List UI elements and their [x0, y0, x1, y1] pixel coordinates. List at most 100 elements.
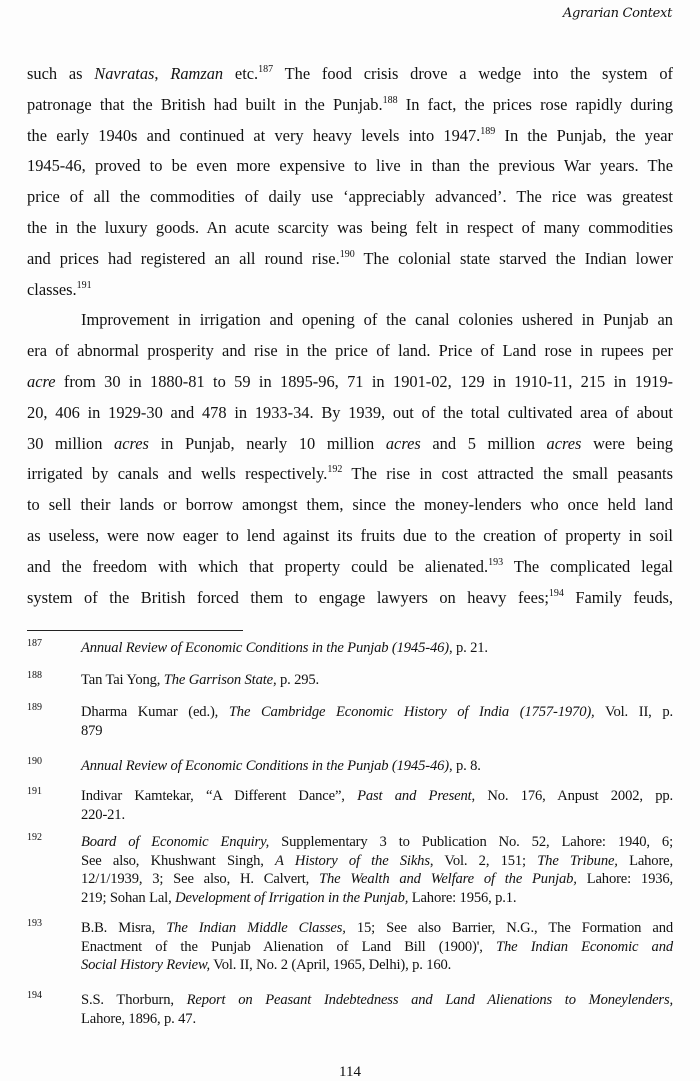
text-run: were being — [581, 433, 673, 453]
text-run: as useless, were now eager to lend again… — [27, 526, 673, 545]
body-line: price of all the commodities of daily us… — [27, 187, 673, 207]
page-number: 114 — [339, 1064, 361, 1080]
footnote-ref: 193 — [488, 556, 504, 568]
text-run: , p. 8. — [448, 758, 481, 774]
text-run: Family feuds, — [563, 587, 673, 607]
text-run: system of the British forced them to eng… — [27, 587, 549, 607]
body-line: Improvement in irrigation and opening of… — [81, 310, 673, 330]
footnote-line: Indivar Kamtekar, “A Different Dance”, P… — [81, 787, 673, 805]
footnote-line: Lahore, 1896, p. 47. — [81, 1010, 673, 1028]
body-line: as useless, were now eager to lend again… — [27, 526, 673, 546]
footnote-number: 192 — [27, 832, 42, 843]
text-run: and the freedom with which that property… — [27, 556, 489, 576]
text-run: The Cambridge Economic History of India … — [228, 704, 595, 720]
text-run: Board of Economic Enquiry, — [81, 834, 270, 850]
text-run: The Tribune, — [537, 852, 618, 869]
text-run: 1945-46, proved to be even more expensiv… — [27, 156, 673, 176]
text-run: Social History Review, — [81, 957, 210, 973]
text-run: The rise in cost attracted the small pea… — [342, 464, 673, 484]
body-line: era of abnormal prosperity and rise in t… — [27, 341, 673, 361]
text-run: 220-21. — [81, 806, 125, 823]
footnote-number: 190 — [27, 756, 42, 767]
footnote-line: Enactment of the Punjab Alienation of La… — [81, 938, 673, 956]
text-run: The food crisis drove a wedge into the s… — [273, 64, 673, 83]
text-run: irrigated by canals and wells respective… — [27, 464, 328, 484]
text-run: era of abnormal prosperity and rise in t… — [27, 341, 673, 361]
footnote-line: Social History Review, Vol. II, No. 2 (A… — [81, 956, 673, 974]
footnote-number: 193 — [27, 918, 42, 929]
text-run: Past and Present — [357, 788, 472, 804]
footnote-number: 188 — [27, 670, 42, 681]
footnote-ref: 190 — [339, 248, 355, 260]
body-line: the early 1940s and continued at very he… — [27, 126, 673, 146]
body-line: and the freedom with which that property… — [27, 557, 673, 577]
footnote-line: Dharma Kumar (ed.), The Cambridge Econom… — [81, 703, 673, 721]
text-run: Report on Peasant Indebtedness and Land … — [186, 992, 674, 1008]
text-run: The colonial state starved the Indian lo… — [354, 248, 673, 268]
text-run: , Vol. 2, 151; — [429, 852, 538, 869]
body-line: 1945-46, proved to be even more expensiv… — [27, 156, 673, 176]
body-line: to sell their lands or borrow amongst th… — [27, 495, 673, 515]
body-line: acre from 30 in 1880-81 to 59 in 1895-96… — [27, 372, 673, 392]
text-run: the early 1940s and continued at very he… — [27, 125, 481, 145]
text-run: Dharma Kumar (ed.), — [81, 704, 229, 720]
body-line: 30 million acres in Punjab, nearly 10 mi… — [27, 434, 673, 454]
text-run: Annual Review of Economic Conditions in … — [81, 640, 449, 656]
footnote-line: Board of Economic Enquiry, Supplementary… — [81, 833, 673, 851]
footnote-ref: 192 — [327, 464, 343, 476]
text-run: patronage that the British had built in … — [27, 94, 383, 114]
footnote-line: See also, Khushwant Singh, A History of … — [81, 852, 673, 870]
text-run: The Indian Economic and — [496, 938, 673, 955]
footnote-ref: 188 — [382, 94, 398, 106]
text-run: The Wealth and Welfare of the Punjab, — [319, 871, 577, 887]
text-run: Lahore, — [617, 852, 673, 869]
text-run: 15; See also Barrier, N.G., The Formatio… — [345, 920, 673, 936]
footnote-line: B.B. Misra, The Indian Middle Classes, 1… — [81, 919, 673, 937]
text-run: Development of Irrigation in the Punjab, — [175, 889, 409, 906]
text-run: Enactment of the Punjab Alienation of La… — [81, 938, 496, 955]
body-line: and prices had registered an all round r… — [27, 249, 673, 269]
text-run: acres — [385, 433, 421, 453]
footnote-line: 12/1/1939, 3; See also, H. Calvert, The … — [81, 870, 673, 888]
footnote-line: 879 — [81, 722, 673, 740]
text-run: The Indian Middle Classes, — [166, 920, 346, 936]
footnote-line: Annual Review of Economic Conditions in … — [81, 639, 673, 657]
text-run: , p. 21. — [448, 640, 488, 656]
text-run: etc. — [223, 64, 259, 83]
footnote-ref: 187 — [258, 64, 274, 75]
text-run: 30 million — [27, 433, 115, 453]
footnote-divider — [27, 630, 243, 631]
text-run: 879 — [81, 722, 103, 739]
footnote-ref: 189 — [480, 125, 496, 137]
footnote-number: 191 — [27, 786, 42, 797]
text-run: The complicated legal — [503, 556, 673, 576]
text-run: The Garrison State — [163, 672, 273, 688]
text-run: Supplementary 3 to Publication No. 52, L… — [269, 834, 673, 850]
footnote-number: 194 — [27, 990, 42, 1001]
footnote-line: 219; Sohan Lal, Development of Irrigatio… — [81, 889, 673, 907]
text-run: from 30 in 1880-81 to 59 in 1895-96, 71 … — [55, 372, 673, 391]
text-run: Navratas — [94, 64, 155, 83]
text-run: Vol. II, No. 2 (April, 1965, Delhi), p. … — [209, 957, 452, 973]
text-run: to sell their lands or borrow amongst th… — [27, 495, 673, 515]
footnote-line: 220-21. — [81, 806, 673, 824]
text-run: , p. 295. — [272, 672, 320, 688]
text-run: A History of the Sikhs — [275, 852, 430, 869]
text-run: and prices had registered an all round r… — [27, 248, 340, 268]
body-line: such as Navratas, Ramzan etc.187 The foo… — [27, 64, 673, 84]
text-run: the in the luxury goods. An acute scarci… — [27, 218, 673, 237]
text-run: Tan Tai Yong, — [81, 672, 164, 688]
footnote-line: S.S. Thorburn, Report on Peasant Indebte… — [81, 991, 673, 1009]
footnote-line: Annual Review of Economic Conditions in … — [81, 757, 673, 775]
body-line: classes.191 — [27, 280, 673, 300]
text-run: Lahore: 1956, p.1. — [408, 889, 517, 906]
text-run: Vol. II, p. — [594, 704, 673, 720]
footnote-number: 187 — [27, 638, 42, 649]
text-run: Annual Review of Economic Conditions in … — [81, 758, 449, 774]
text-run: Lahore: 1936, — [576, 871, 674, 887]
body-line: patronage that the British had built in … — [27, 95, 673, 115]
footnote-ref: 194 — [548, 587, 564, 599]
footnote-line: Tan Tai Yong, The Garrison State, p. 295… — [81, 671, 673, 689]
text-run: S.S. Thorburn, — [81, 992, 187, 1008]
text-run: and 5 million — [420, 433, 547, 453]
